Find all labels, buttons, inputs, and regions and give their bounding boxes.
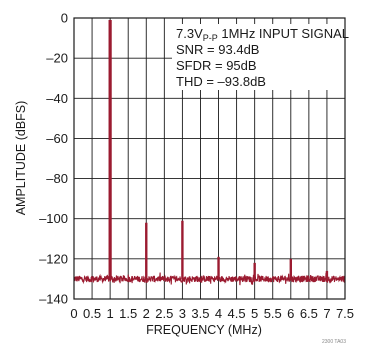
x-tick-label: 1.5: [119, 306, 137, 321]
spectrum-series: [73, 20, 346, 286]
x-axis-title: FREQUENCY (MHz): [146, 323, 262, 337]
x-tick-label: 1: [107, 306, 114, 321]
y-tick-label: –20: [46, 51, 68, 66]
annotation-thd: THD = –93.8dB: [176, 74, 266, 89]
annotation-sfdr: SFDR = 95dB: [176, 58, 257, 73]
annotation-voltage: 7.3V: [176, 26, 203, 41]
x-tick-label: 6: [287, 306, 294, 321]
x-tick-label: 3.5: [191, 306, 209, 321]
x-tick-label: 6.5: [300, 306, 318, 321]
x-tick-labels: 0 0.5 1 1.5 2 2.5 3 3.5 4 4.5 5 5.5 6 6.5 7 7.5: [70, 306, 354, 321]
y-tick-label: –60: [46, 131, 68, 146]
y-tick-label: –140: [39, 292, 68, 307]
annotation-signal: 7.3VP-P 1MHz INPUT SIGNAL: [176, 26, 349, 43]
noise-floor-trace: [73, 272, 346, 286]
y-tick-label: –120: [39, 251, 68, 266]
y-tick-label: –80: [46, 171, 68, 186]
x-tick-label: 2.5: [155, 306, 173, 321]
x-tick-label: 0: [70, 306, 77, 321]
x-tick-label: 5: [251, 306, 258, 321]
y-tick-label: 0: [61, 11, 68, 26]
y-tick-label: –40: [46, 91, 68, 106]
x-tick-label: 7.5: [336, 306, 354, 321]
x-tick-label: 5.5: [264, 306, 282, 321]
annotation-snr: SNR = 93.4dB: [176, 42, 259, 57]
x-tick-label: 4: [215, 306, 222, 321]
annotation-input-signal: 1MHz INPUT SIGNAL: [218, 26, 349, 41]
x-tick-label: 2: [143, 306, 150, 321]
x-tick-label: 0.5: [83, 306, 101, 321]
y-tick-labels: 0 –20 –40 –60 –80 –100 –120 –140: [39, 11, 68, 307]
plot-frame: [73, 17, 346, 300]
y-axis-title: AMPLITUDE (dBFS): [14, 101, 28, 216]
x-tick-label: 4.5: [228, 306, 246, 321]
x-tick-label: 3: [179, 306, 186, 321]
annotation-voltage-subscript: P-P: [203, 33, 218, 43]
annotation-box: [172, 24, 346, 90]
y-tick-label: –100: [39, 211, 68, 226]
figure-code: 2300 TA03: [322, 339, 346, 345]
x-tick-label: 7: [323, 306, 330, 321]
